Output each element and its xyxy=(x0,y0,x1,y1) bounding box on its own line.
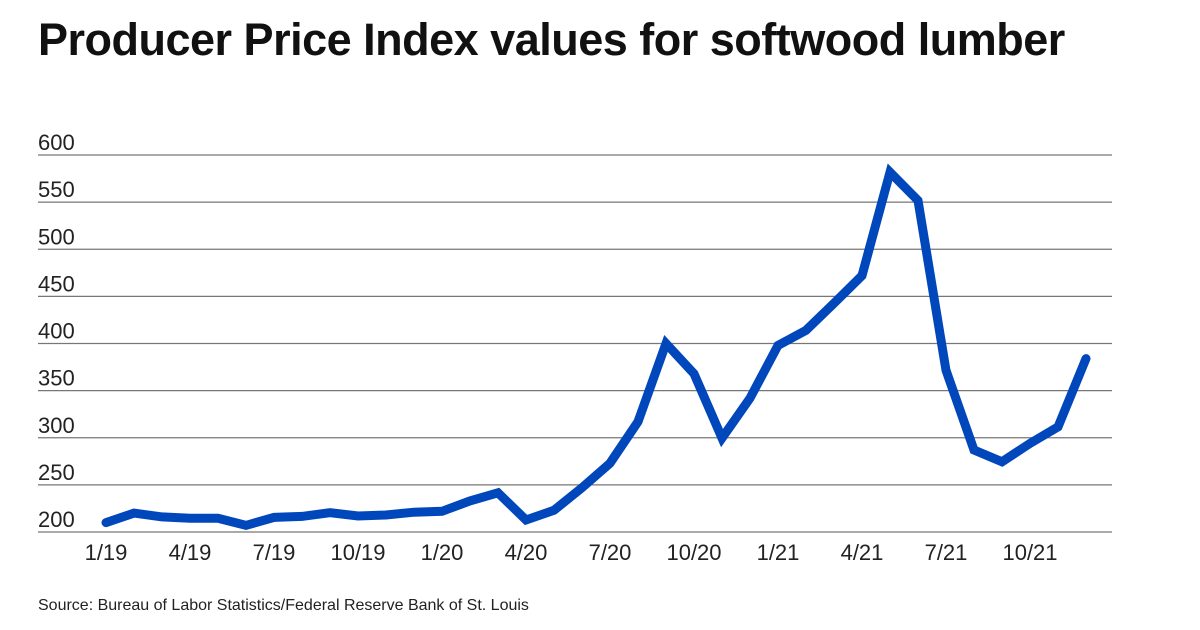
y-tick-label: 450 xyxy=(38,271,75,296)
x-tick-label: 1/21 xyxy=(757,540,800,565)
y-tick-label: 500 xyxy=(38,224,75,249)
y-tick-label: 400 xyxy=(38,319,75,344)
x-tick-label: 7/21 xyxy=(925,540,968,565)
x-tick-label: 10/21 xyxy=(1002,540,1057,565)
chart-title: Producer Price Index values for softwood… xyxy=(38,14,1065,65)
x-tick-label: 1/19 xyxy=(85,540,128,565)
series-line xyxy=(101,163,1091,531)
x-tick-label: 7/20 xyxy=(589,540,632,565)
y-tick-label: 600 xyxy=(38,130,75,155)
y-tick-label: 300 xyxy=(38,413,75,438)
y-tick-label: 350 xyxy=(38,366,75,391)
x-tick-label: 4/20 xyxy=(505,540,548,565)
x-tick-label: 7/19 xyxy=(253,540,296,565)
y-tick-label: 250 xyxy=(38,460,75,485)
x-tick-label: 10/19 xyxy=(330,540,385,565)
y-tick-label: 550 xyxy=(38,177,75,202)
x-tick-label: 1/20 xyxy=(421,540,464,565)
x-tick-label: 4/19 xyxy=(169,540,212,565)
y-tick-label: 200 xyxy=(38,507,75,532)
x-tick-label: 4/21 xyxy=(841,540,884,565)
source-note: Source: Bureau of Labor Statistics/Feder… xyxy=(38,597,529,614)
x-tick-label: 10/20 xyxy=(666,540,721,565)
